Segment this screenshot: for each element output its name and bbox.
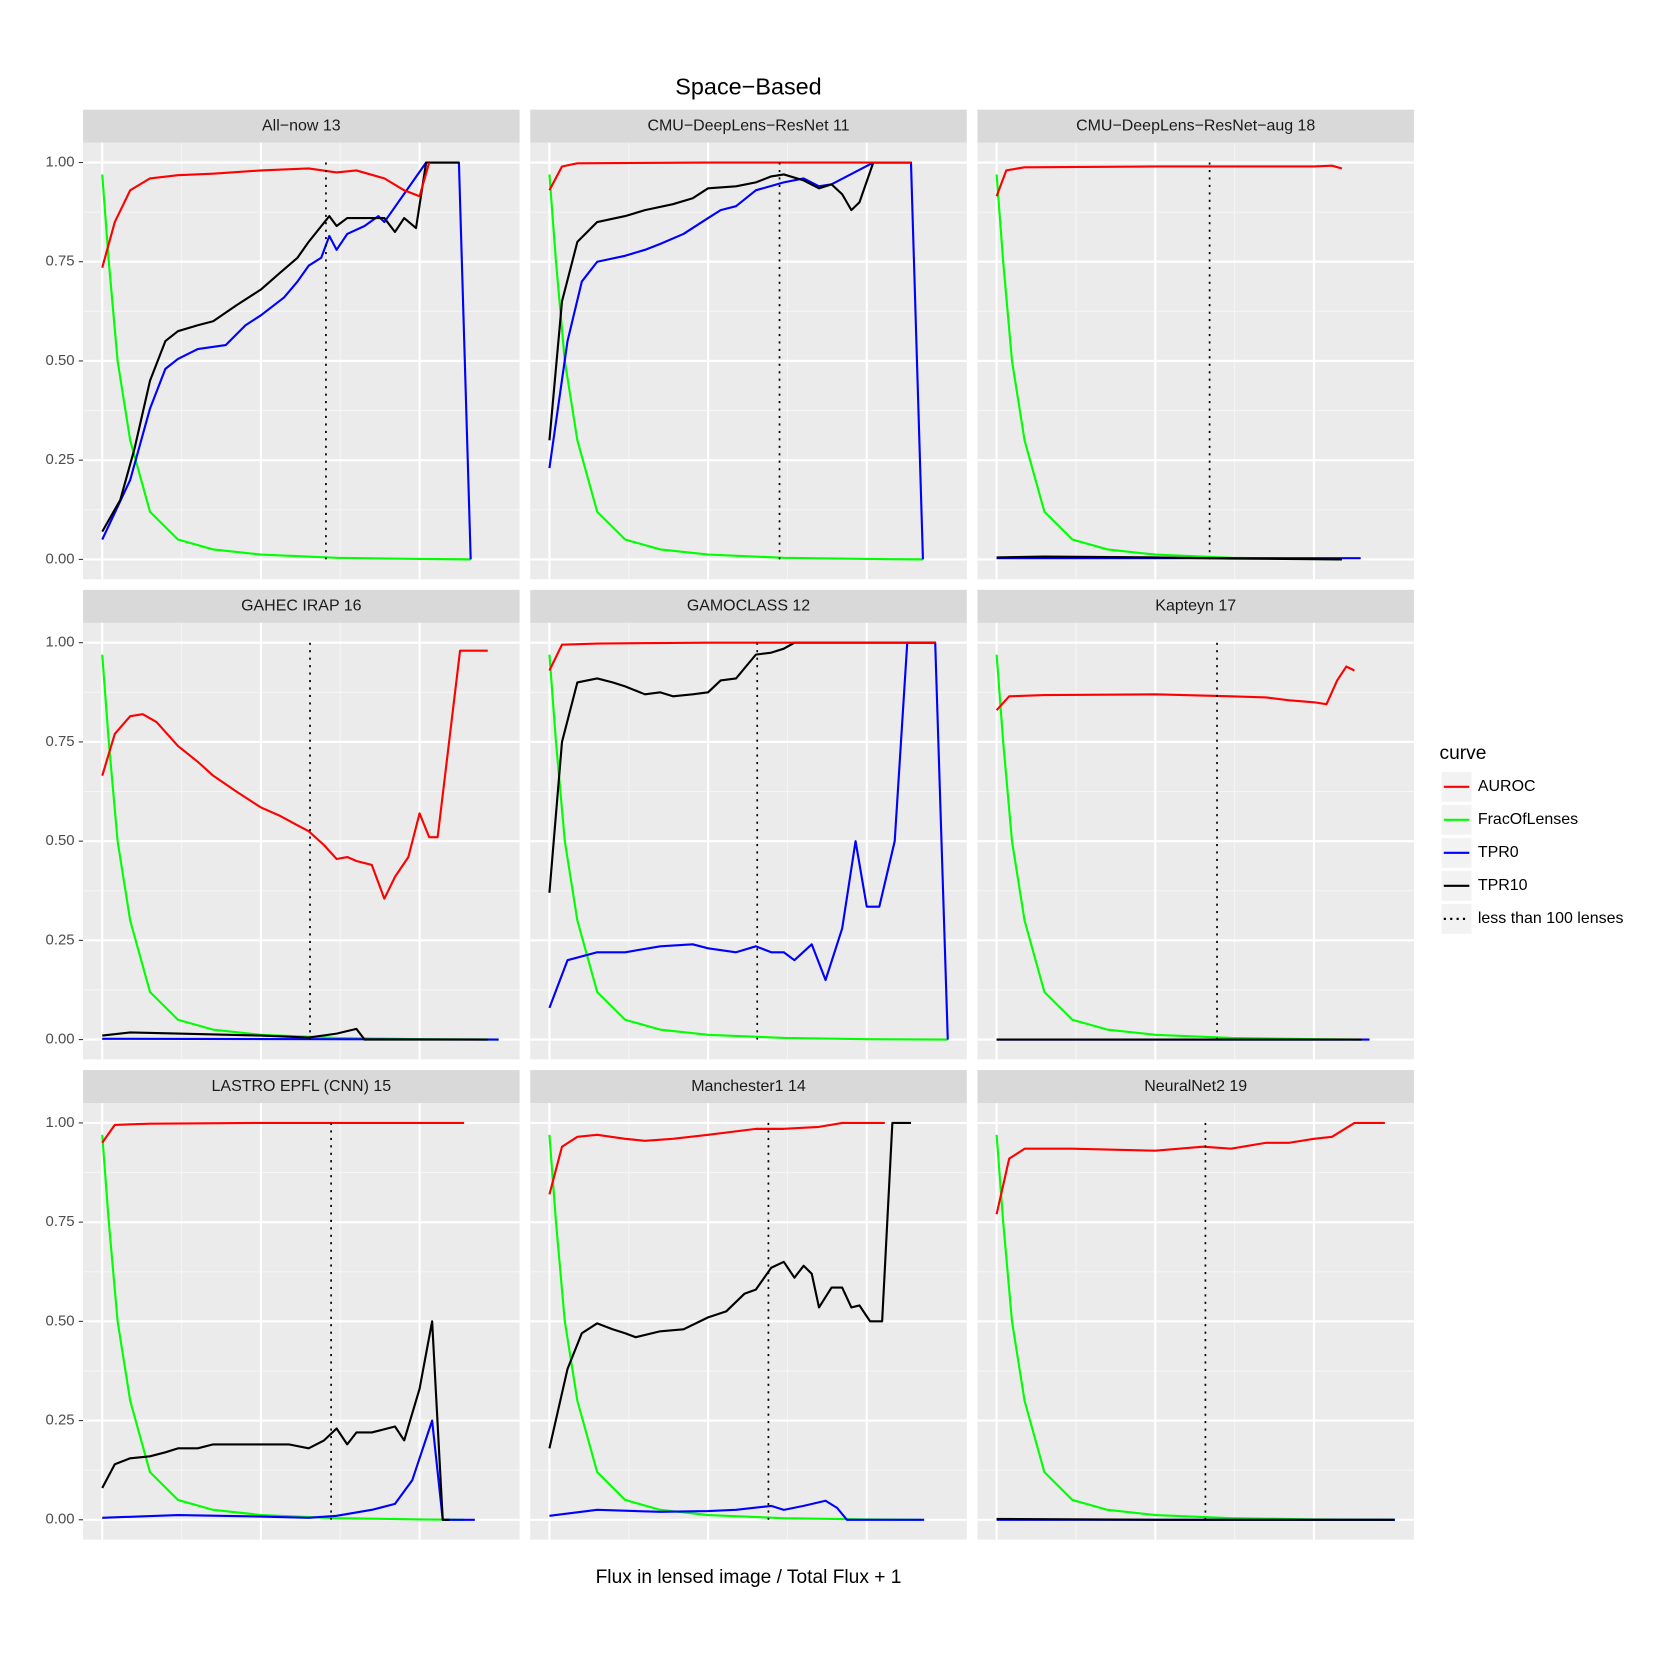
y-tick-label: 0.25 [46, 452, 75, 468]
y-tick-label: 0.00 [46, 551, 75, 567]
y-tick-label: 0.75 [46, 1214, 75, 1230]
strip-label: All−now 13 [262, 117, 341, 134]
legend-label: TPR0 [1478, 844, 1519, 861]
y-tick-label: 0.75 [46, 734, 75, 750]
legend-label: FracOfLenses [1478, 811, 1578, 828]
series-line [102, 1027, 488, 1041]
y-tick-label: 0.75 [46, 254, 75, 270]
series-line [548, 161, 911, 191]
strip-label: CMU−DeepLens−ResNet−aug 18 [1076, 117, 1315, 134]
strip-label: NeuralNet2 19 [1144, 1078, 1247, 1095]
series-line [101, 649, 488, 900]
x-axis-label: Flux in lensed image / Total Flux + 1 [596, 1567, 902, 1588]
chart-title: Space−Based [675, 74, 821, 100]
y-tick-label: 0.50 [46, 353, 75, 369]
series-line [548, 654, 948, 1041]
series-line [995, 1121, 1385, 1215]
series-line [101, 1121, 465, 1144]
series-line [101, 1320, 450, 1521]
series-line [995, 164, 1343, 197]
strip-background [530, 1070, 967, 1104]
series-line [548, 641, 949, 1040]
y-tick-label: 0.00 [46, 1032, 75, 1048]
series-line [102, 1419, 475, 1521]
legend-label: TPR10 [1478, 877, 1528, 894]
series-line [548, 174, 923, 561]
y-tick-label: 0.25 [46, 932, 75, 948]
strip-background [83, 1070, 520, 1104]
series-line [996, 1517, 1395, 1521]
strip-background [530, 589, 967, 623]
y-tick-label: 0.00 [46, 1512, 75, 1528]
series-line [101, 1134, 464, 1521]
strip-background [977, 109, 1414, 143]
series-line [996, 555, 1342, 561]
series-line [995, 1134, 1395, 1521]
legend-label: less than 100 lenses [1478, 910, 1624, 927]
y-tick-label: 0.50 [46, 833, 75, 849]
strip-background [83, 589, 520, 623]
strip-background [83, 109, 520, 143]
strip-label: Manchester1 14 [691, 1078, 806, 1095]
series-line [548, 1121, 885, 1195]
series-line [548, 1134, 922, 1521]
series-line [548, 641, 936, 671]
y-tick-label: 1.00 [46, 154, 75, 170]
strip-label: GAHEC IRAP 16 [241, 598, 362, 615]
strip-background [977, 1070, 1414, 1104]
series-line [101, 174, 471, 561]
y-tick-label: 1.00 [46, 1115, 75, 1131]
strip-label: CMU−DeepLens−ResNet 11 [647, 117, 849, 134]
y-tick-label: 0.25 [46, 1412, 75, 1428]
series-line [548, 161, 911, 441]
y-tick-label: 0.50 [46, 1313, 75, 1329]
series-line [548, 641, 936, 893]
strip-background [530, 109, 967, 143]
series-line [548, 1121, 911, 1449]
legend-label: AUROC [1478, 778, 1536, 795]
series-line [995, 665, 1355, 711]
y-tick-label: 1.00 [46, 635, 75, 651]
series-line [101, 162, 431, 268]
strip-label: GAMOCLASS 12 [687, 598, 810, 615]
strip-label: LASTRO EPFL (CNN) 15 [212, 1078, 392, 1095]
strip-label: Kapteyn 17 [1155, 598, 1236, 615]
strip-background [977, 589, 1414, 623]
series-line [101, 161, 459, 533]
legend-title: curve [1440, 743, 1487, 764]
series-line [549, 1499, 925, 1521]
series-line [995, 654, 1362, 1041]
